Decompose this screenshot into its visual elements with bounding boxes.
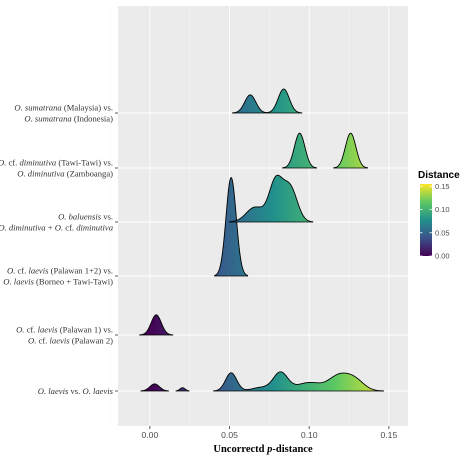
x-axis-label: Uncorrectd p-distance bbox=[213, 444, 313, 455]
y-tick-label-laevis-laevis: O. laevis vs. O. laevis bbox=[38, 386, 114, 396]
legend-tick-label: 0.00 bbox=[435, 252, 450, 261]
y-tick-label-palawan1-palawan2: O. cf. laevis (Palawan 1) vs. bbox=[16, 325, 113, 335]
ridge-outline-laevis-laevis bbox=[213, 371, 384, 392]
ridge-fill-laevis-laevis bbox=[140, 383, 169, 391]
y-tick-label-tawi-zamboanga: O. cf. diminutiva (Tawi-Tawi) vs. bbox=[0, 158, 113, 168]
ridge-fill-balu-diminutiva bbox=[229, 175, 314, 222]
x-tick-label: 0.15 bbox=[381, 430, 398, 440]
y-tick-label-palawan12-borneo: O. laevis (Borneo + Tawi-Tawi) bbox=[3, 277, 113, 287]
y-tick-label-balu-diminutiva: O. baluensis vs. bbox=[58, 212, 113, 222]
y-tick-label-palawan1-palawan2: O. cf. laevis (Palawan 2) bbox=[28, 336, 113, 346]
ridge-outline-laevis-laevis bbox=[175, 387, 190, 392]
x-tick-label: 0.10 bbox=[301, 430, 318, 440]
y-tick-label-malaysia-indonesia: O. sumatrana (Indonesia) bbox=[24, 114, 113, 124]
y-tick-label-balu-diminutiva: O. diminutiva + O. cf. diminutiva bbox=[0, 223, 113, 233]
legend-tick-label: 0.10 bbox=[435, 205, 450, 214]
ridge-outline-palawan12-borneo bbox=[214, 177, 249, 277]
x-axis: 0.00 0.05 0.10 0.15 bbox=[142, 426, 398, 440]
y-tick-label-tawi-zamboanga: O. diminutiva (Zamboanga) bbox=[17, 169, 113, 179]
legend-tick-label: 0.15 bbox=[435, 182, 450, 191]
ridge-outline-tawi-zamboanga bbox=[282, 132, 317, 169]
y-axis: O. laevis vs. O. laevis O. cf. laevis (Pa… bbox=[0, 103, 118, 396]
ridge-fill-laevis-laevis bbox=[213, 371, 384, 391]
y-tick-label-malaysia-indonesia: O. sumatrana (Malaysia) vs. bbox=[14, 103, 113, 113]
ridge-outline-palawan1-palawan2 bbox=[139, 314, 174, 336]
ridge-outline-laevis-laevis bbox=[140, 383, 169, 392]
y-tick-label-palawan12-borneo: O. cf. laevis (Palawan 1+2) vs. bbox=[7, 266, 113, 276]
legend-tick-label: 0.05 bbox=[435, 228, 450, 237]
legend-title: Distance bbox=[418, 170, 460, 181]
ridge-outline-balu-diminutiva bbox=[229, 174, 314, 223]
legend-colorbar bbox=[420, 184, 432, 256]
color-legend: Distance 0.00 0.05 0.10 0.15 bbox=[418, 170, 460, 261]
ridges bbox=[139, 88, 384, 392]
ridge-outline-tawi-zamboanga bbox=[333, 132, 369, 169]
x-tick-label: 0.05 bbox=[221, 430, 238, 440]
ridge-outline-malaysia-indonesia bbox=[232, 88, 303, 114]
x-tick-label: 0.00 bbox=[142, 430, 159, 440]
